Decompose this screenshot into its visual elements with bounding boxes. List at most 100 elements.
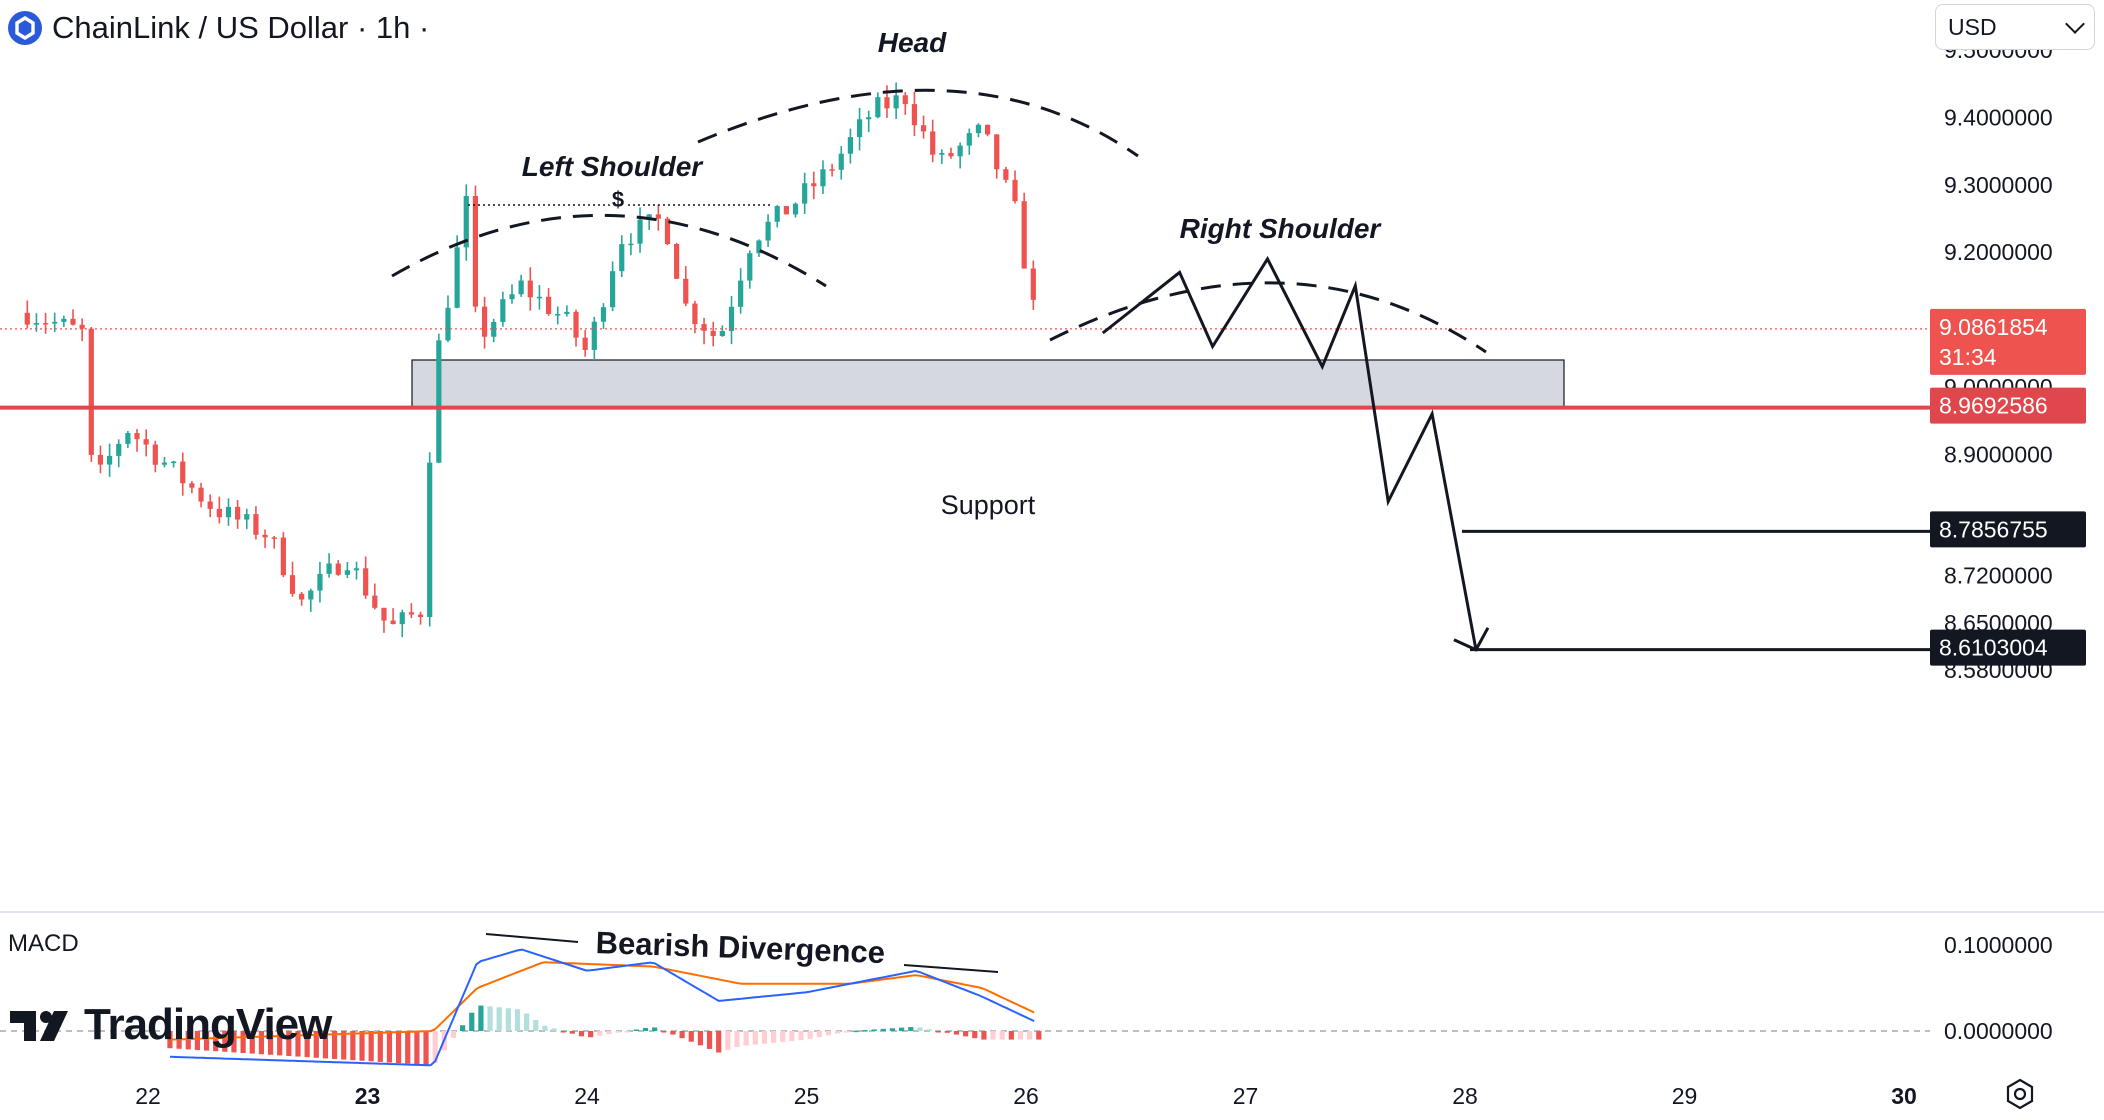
candle-body [893,95,899,109]
macd-histogram-bar [597,1031,603,1036]
candle-body [244,514,250,520]
candle-body [1003,169,1009,180]
candle-body [591,321,597,350]
candle-body [289,575,296,594]
macd-histogram-bar [963,1031,969,1037]
candle-body [207,501,213,509]
candle-body [390,620,396,625]
macd-histogram-bar [505,1008,511,1031]
macd-histogram-bar [267,1031,274,1055]
time-tick-label: 26 [1013,1083,1039,1109]
settings-gear-icon[interactable] [2004,1078,2036,1110]
macd-histogram-bar [295,1031,301,1057]
candle-body [930,131,936,155]
macd-histogram-bar [588,1031,594,1038]
symbol-title: ChainLink / US Dollar · 1h · [52,10,430,45]
candle-body [555,314,561,316]
candle-body [88,328,94,455]
tradingview-logo[interactable]: TradingView [10,1000,332,1050]
candle-body [61,318,67,322]
candle-body [317,573,323,591]
candle-body [564,311,570,315]
macd-histogram-bar [725,1031,731,1050]
candle-body [994,134,1000,170]
support-zone [411,359,1565,409]
divergence-line-right [903,964,999,973]
candle-body [811,183,817,187]
macd-histogram-bar [1036,1031,1042,1040]
macd-histogram-bar [816,1031,822,1038]
macd-histogram-bar [533,1020,539,1031]
candle-body [280,537,286,576]
candle-body [957,145,963,157]
macd-histogram-bar [240,1031,246,1053]
macd-histogram-bar [313,1031,319,1058]
candle-body [134,433,140,440]
macd-histogram-bar [432,1031,438,1063]
symbol-header[interactable]: ChainLink / US Dollar · 1h · [8,8,429,48]
candle-body [802,183,808,204]
candle-body [481,306,488,337]
macd-histogram-bar [935,1031,941,1033]
macd-histogram-bar [706,1031,713,1049]
candle-body [235,506,241,520]
macd-tick-label: 0.1000000 [1944,932,2053,958]
candle-body [427,462,433,618]
macd-signal-line [169,961,1035,1041]
currency-select[interactable]: USD [1935,4,2095,50]
macd-histogram-bar [524,1013,530,1031]
macd-histogram-bar [423,1031,429,1065]
candle-body [216,508,222,518]
candle-body [52,321,58,324]
candle-body [116,443,122,456]
candle-body [628,243,634,246]
head-label: Head [878,27,947,58]
last-price-badge-text: 9.0861854 [1939,314,2048,340]
candle-body [225,506,232,518]
candle-body [463,195,469,248]
macd-histogram-bar [560,1031,566,1033]
price-tick-label: 9.4000000 [1944,104,2053,130]
macd-histogram-bar [341,1031,347,1060]
candle-body [509,294,515,300]
candle-body [655,214,661,219]
macd-histogram-bar [331,1031,338,1059]
candle-body [1030,268,1036,300]
candle-body [582,337,588,350]
macd-histogram-bar [496,1007,502,1031]
macd-histogram-bar [386,1031,393,1063]
macd-histogram-bar [194,1031,200,1050]
candle-body [820,169,826,187]
macd-histogram-bar [231,1031,237,1053]
macd-histogram-bar [542,1025,548,1031]
candle-body [518,280,524,295]
candle-body [527,280,533,298]
time-tick-label: 28 [1452,1083,1478,1109]
macd-indicator-label[interactable]: MACD [8,930,79,957]
candlestick-series [24,82,1036,638]
price-tick-label: 8.7200000 [1944,563,2053,589]
candle-body [125,433,131,444]
macd-histogram-bar [752,1031,758,1045]
candle-body [353,568,360,571]
macd-histogram-bar [460,1025,466,1031]
macd-histogram-bar [395,1031,402,1064]
head-arc [697,88,1139,158]
macd-histogram-bar [222,1031,228,1052]
candle-body [106,455,113,465]
macd-histogram-bar [350,1031,356,1061]
last-price-badge-text: 31:34 [1939,344,1997,370]
price-badges: 9.0861854 31:34 8.9692586 8.7856755 8.610300… [1930,308,2086,666]
macd-histogram-bar [249,1031,255,1054]
candle-body [381,607,387,621]
macd-histogram-bar [478,1005,484,1031]
target-1-badge-text: 8.7856755 [1939,516,2048,542]
macd-histogram-bar [862,1030,868,1032]
candle-body [536,296,543,299]
candle-body [948,152,954,157]
right-shoulder-label: Right Shoulder [1180,213,1383,244]
candle-body [856,119,863,138]
macd-histogram-bar [999,1031,1005,1040]
candle-body [299,593,305,600]
